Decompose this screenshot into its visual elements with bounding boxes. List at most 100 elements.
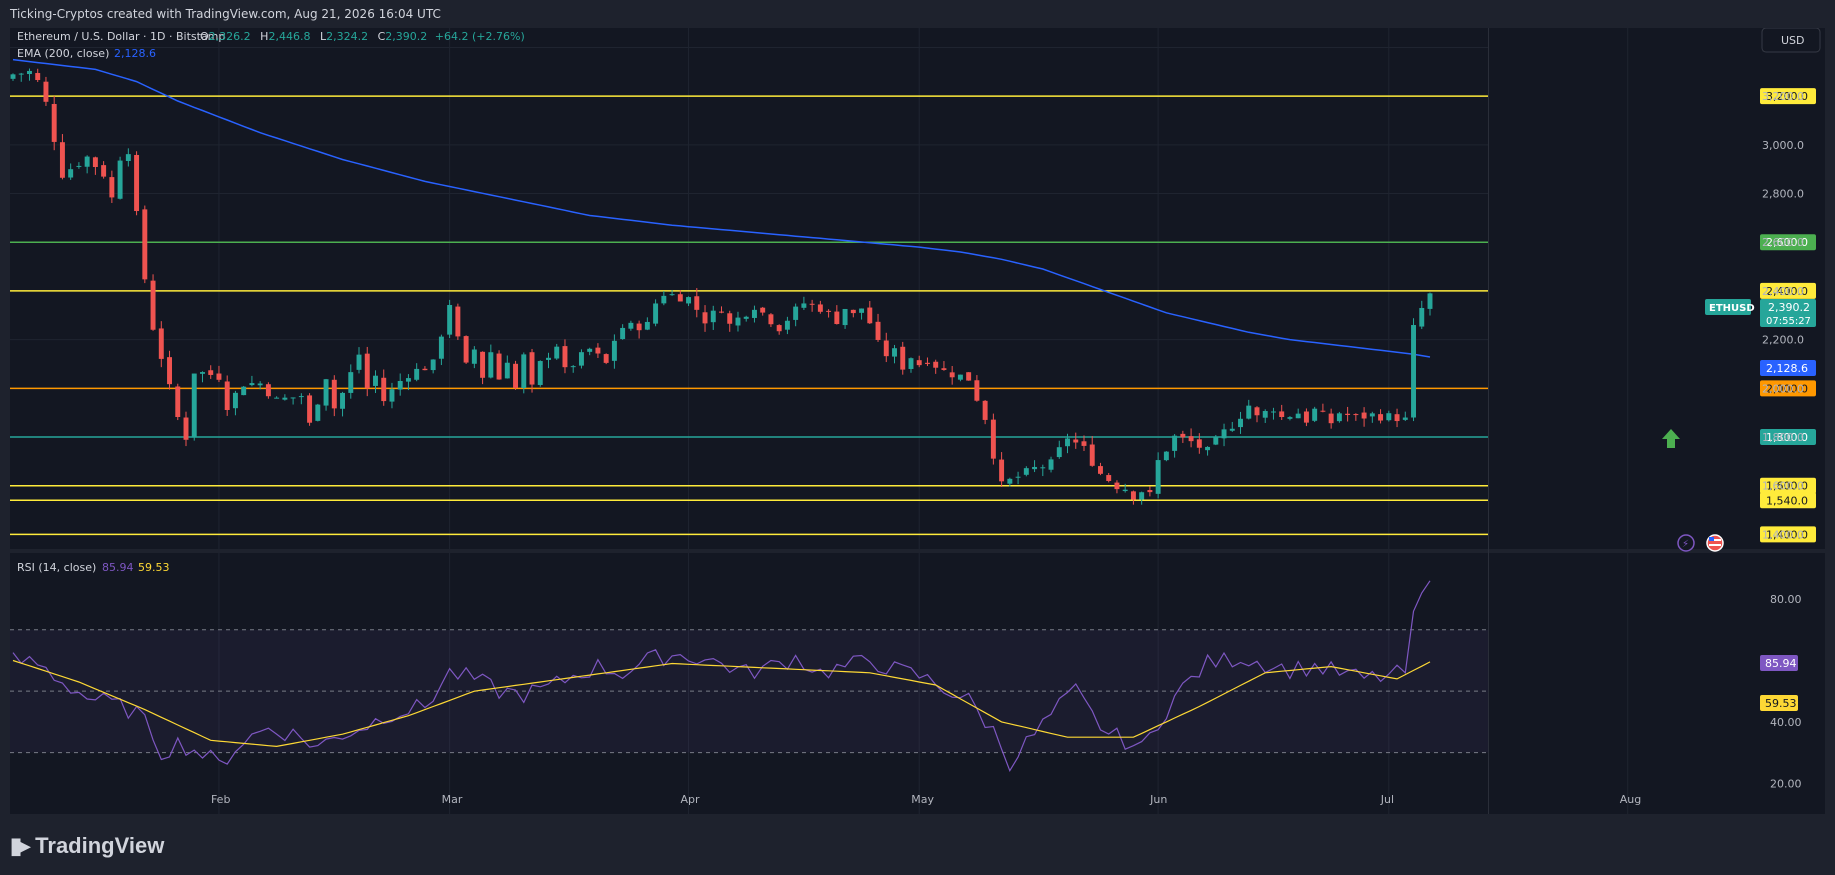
candle[interactable] (801, 296, 807, 310)
us-flag-event-icon[interactable] (1706, 534, 1724, 552)
candle[interactable] (183, 411, 189, 447)
candle[interactable] (364, 346, 370, 397)
lightning-event-icon[interactable]: ⚡ (1677, 534, 1695, 552)
candle[interactable] (669, 289, 675, 296)
candle[interactable] (1048, 456, 1054, 473)
candle[interactable] (463, 335, 469, 364)
candle[interactable] (653, 299, 659, 327)
candle[interactable] (751, 305, 757, 323)
candle[interactable] (768, 313, 774, 328)
candle[interactable] (1221, 423, 1227, 447)
rsi-line[interactable] (12, 580, 1431, 773)
candle[interactable] (875, 313, 881, 342)
candle[interactable] (1188, 428, 1194, 448)
candle[interactable] (405, 374, 411, 391)
candle[interactable] (101, 161, 107, 179)
candle[interactable] (1097, 462, 1103, 476)
candle[interactable] (1196, 433, 1202, 454)
candle[interactable] (546, 352, 551, 369)
candle[interactable] (1353, 413, 1359, 421)
candle[interactable] (1139, 491, 1145, 505)
candle[interactable] (340, 391, 346, 417)
candle[interactable] (323, 378, 329, 411)
candle[interactable] (224, 375, 230, 416)
candle[interactable] (200, 371, 205, 383)
candle[interactable] (1172, 434, 1178, 458)
candle[interactable] (982, 400, 988, 425)
candle[interactable] (1295, 408, 1301, 419)
candle[interactable] (826, 309, 832, 318)
candle[interactable] (1262, 409, 1268, 423)
legend-symbol[interactable]: Ethereum / U.S. Dollar · 1D · Bitstamp (17, 30, 225, 43)
candle[interactable] (554, 343, 560, 360)
candle[interactable] (167, 350, 173, 390)
candle[interactable] (216, 365, 222, 383)
candle[interactable] (290, 397, 296, 405)
candle[interactable] (793, 303, 799, 327)
candle[interactable] (1155, 452, 1161, 499)
candle[interactable] (315, 403, 321, 422)
candle[interactable] (966, 372, 972, 381)
candle[interactable] (109, 170, 115, 203)
chart-frame[interactable]: 3,200.0 2,600.0 2,400.0 2,000.0 1,800.0 1,600… (10, 27, 1825, 814)
candle[interactable] (438, 334, 444, 366)
candle[interactable] (447, 299, 453, 339)
candle[interactable] (859, 308, 865, 320)
candle[interactable] (1369, 411, 1375, 423)
candle[interactable] (1065, 433, 1070, 454)
candle[interactable] (1106, 472, 1112, 483)
candle[interactable] (51, 95, 57, 151)
candle[interactable] (249, 375, 255, 387)
candle[interactable] (1402, 411, 1408, 422)
candle[interactable] (661, 291, 667, 306)
candle[interactable] (414, 363, 420, 382)
candle[interactable] (208, 365, 214, 379)
candle[interactable] (389, 382, 395, 409)
candle[interactable] (274, 396, 280, 399)
chart-canvas[interactable]: 3,200.0 2,600.0 2,400.0 2,000.0 1,800.0 1,600… (10, 27, 1825, 814)
candle[interactable] (916, 355, 922, 368)
candle[interactable] (241, 385, 247, 396)
candle[interactable] (1229, 421, 1235, 432)
candle[interactable] (1378, 409, 1384, 424)
candle[interactable] (1040, 464, 1046, 477)
candle[interactable] (908, 357, 914, 373)
candle[interactable] (883, 332, 889, 363)
candle[interactable] (117, 156, 123, 200)
candle[interactable] (125, 148, 131, 167)
candle[interactable] (867, 301, 873, 324)
candle[interactable] (949, 365, 955, 385)
candle[interactable] (43, 76, 49, 106)
candle[interactable] (784, 316, 790, 335)
candle[interactable] (257, 381, 263, 390)
candle[interactable] (191, 373, 197, 441)
candle[interactable] (1147, 486, 1153, 497)
candle[interactable] (611, 334, 617, 369)
candle[interactable] (35, 68, 41, 83)
candle[interactable] (1386, 410, 1392, 422)
candle[interactable] (776, 324, 782, 335)
candle[interactable] (842, 308, 848, 329)
candle[interactable] (265, 382, 271, 399)
candle[interactable] (84, 155, 90, 174)
candle[interactable] (282, 394, 288, 401)
candle[interactable] (134, 151, 140, 216)
candle[interactable] (1361, 407, 1367, 427)
candle[interactable] (76, 162, 82, 169)
candle[interactable] (158, 321, 164, 368)
legend-ema-label[interactable]: EMA (200, close) (17, 47, 109, 60)
candle[interactable] (933, 359, 939, 374)
candle[interactable] (471, 346, 477, 369)
candle[interactable] (10, 73, 16, 81)
legend-rsi-label[interactable]: RSI (14, close) (17, 561, 96, 574)
candle[interactable] (900, 341, 906, 375)
candle[interactable] (760, 306, 766, 316)
candle[interactable] (957, 374, 963, 382)
candle[interactable] (232, 390, 238, 416)
candle[interactable] (142, 205, 148, 284)
candle[interactable] (809, 299, 815, 312)
candle[interactable] (430, 359, 436, 374)
candle[interactable] (1081, 435, 1087, 451)
candle[interactable] (521, 352, 527, 394)
candle[interactable] (1328, 408, 1334, 429)
